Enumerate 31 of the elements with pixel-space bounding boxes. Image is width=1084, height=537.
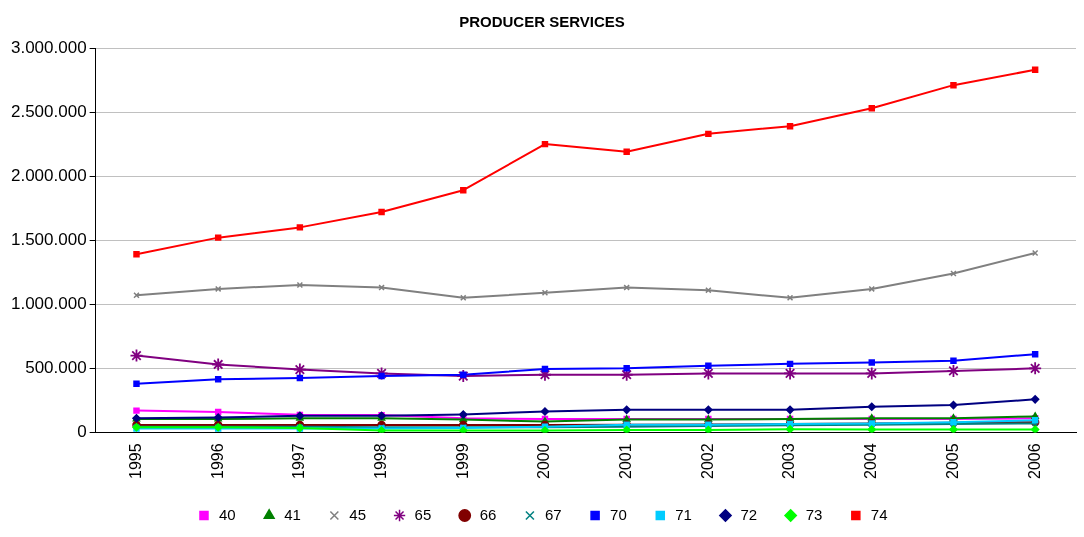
x-tick-label: 2003 [780,443,798,479]
y-tick-label: 500.000 [25,358,87,378]
x-tick-label: 2006 [1025,443,1043,479]
legend-label: 67 [544,505,562,523]
x-tick-label: 1995 [126,443,144,479]
y-tick-label: 2.000.000 [10,165,87,185]
legend-label: 74 [870,505,888,523]
y-tick-label: 3.000.000 [10,37,87,57]
legend-label: 45 [349,505,367,523]
x-tick-label: 2004 [862,443,880,479]
x-tick-label: 1996 [208,443,226,479]
x-tick-label: 1999 [453,443,471,479]
y-tick-label: 2.500.000 [10,101,87,121]
chart-title: PRODUCER SERVICES [459,13,625,31]
x-tick-label: 2001 [617,443,635,479]
legend-label: 71 [675,505,692,523]
y-tick-label: 1.500.000 [10,229,87,249]
legend-label: 72 [740,505,758,523]
x-tick-label: 2000 [535,443,553,479]
legend-label: 65 [414,505,432,523]
x-tick-label: 1998 [371,443,389,479]
x-tick-label: 1997 [290,443,308,479]
legend-label: 66 [479,505,497,523]
legend-label: 73 [805,505,823,523]
x-tick-label: 2005 [943,443,961,479]
legend-label: 41 [284,505,301,523]
y-tick-label: 0 [77,422,87,442]
x-tick-label: 2002 [698,443,716,479]
legend-label: 40 [218,505,236,523]
legend-label: 70 [610,505,627,523]
y-tick-label: 1.000.000 [10,293,87,313]
